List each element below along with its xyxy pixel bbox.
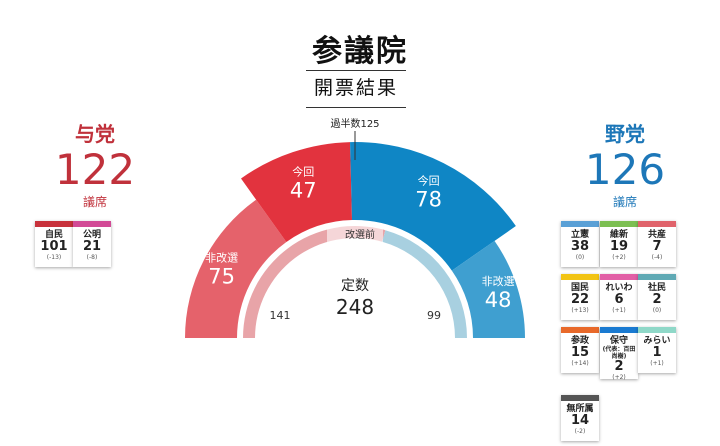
inner-ring-segment-1 (382, 230, 467, 338)
party-name: 保守 (609, 336, 628, 346)
majority-label: 過半数125 (330, 117, 379, 130)
arc-segment-label-1: 今回 (292, 164, 314, 178)
center-label: 定数 (341, 278, 369, 294)
party-color-bar (600, 274, 638, 280)
ruling-bloc-summary: 与党 122 議席 (50, 118, 140, 210)
page-subtitle: 開票結果 (313, 77, 398, 99)
party-name: みらい (643, 336, 671, 346)
page-title: 参議院 (312, 34, 408, 69)
party-seats: 2 (614, 359, 624, 374)
inner-ring-right-value: 99 (427, 309, 441, 322)
inner-ring-label: 改選前 (345, 228, 375, 241)
party-card: 保守 (代表：百田尚樹) 2 (+2) (600, 327, 638, 381)
party-color-bar (638, 221, 676, 227)
party-card: 参政 15 (+14) (561, 327, 599, 373)
center-value: 248 (336, 295, 374, 319)
arc-segment-label-3: 非改選 (482, 274, 515, 288)
party-card: 無所属 14 (-2) (561, 395, 599, 441)
arc-segment-0 (185, 199, 287, 338)
party-color-bar (600, 327, 638, 333)
party-color-bar (600, 221, 638, 227)
arc-segment-2 (350, 142, 516, 271)
party-name: 共産 (647, 230, 666, 240)
party-card: 国民 22 (+13) (561, 274, 599, 320)
ruling-bloc-seats: 122 (54, 145, 136, 194)
party-seats: 6 (614, 292, 624, 307)
opposition-bloc-name: 野党 (605, 122, 645, 146)
party-seats: 22 (570, 292, 590, 307)
party-card: みらい 1 (+1) (638, 327, 676, 373)
party-card: れいわ 6 (+1) (600, 274, 638, 320)
party-change: (+1) (650, 360, 664, 367)
party-seats: 2 (652, 292, 662, 307)
ruling-bloc-unit: 議席 (82, 195, 107, 209)
party-change: (-13) (46, 254, 62, 261)
arc-segment-label-0: 非改選 (205, 250, 238, 264)
party-seats: 101 (40, 239, 68, 254)
party-color-bar (638, 327, 676, 333)
party-color-bar (73, 221, 111, 227)
party-card: 自民 101 (-13) (35, 221, 73, 267)
arc-segment-3 (451, 240, 525, 338)
party-change: (0) (575, 254, 585, 261)
opposition-bloc-unit: 議席 (612, 195, 637, 209)
party-card: 社民 2 (0) (638, 274, 676, 320)
subtitle-box: 開票結果 (306, 70, 406, 108)
arc-segment-1 (241, 142, 353, 243)
party-change: (+1) (612, 307, 626, 314)
party-change: (-8) (86, 254, 98, 261)
party-seats: 21 (82, 239, 102, 254)
party-color-bar (561, 221, 599, 227)
party-card: 公明 21 (-8) (73, 221, 111, 267)
arc-segment-value-1: 47 (290, 178, 317, 202)
party-change: (+2) (612, 254, 626, 261)
party-change: (-2) (574, 428, 586, 435)
party-seats: 19 (609, 239, 629, 254)
opposition-bloc-summary: 野党 126 議席 (570, 118, 680, 210)
arc-segment-value-3: 48 (485, 288, 512, 312)
party-card: 共産 7 (-4) (638, 221, 676, 267)
party-name: 自民 (44, 230, 63, 240)
party-change: (+14) (571, 360, 589, 367)
party-color-bar (561, 274, 599, 280)
party-name: 参政 (570, 336, 589, 346)
party-name: 無所属 (566, 404, 594, 414)
party-color-bar (561, 327, 599, 333)
inner-ring-left-value: 141 (270, 309, 291, 322)
inner-ring-label-bg (327, 226, 383, 242)
party-note: (代表：百田尚樹) (602, 346, 636, 360)
party-name: 維新 (609, 230, 628, 240)
arc-segment-label-2: 今回 (418, 174, 440, 188)
party-name: れいわ (605, 283, 633, 293)
party-color-bar (35, 221, 73, 227)
party-change: (+13) (571, 307, 589, 314)
party-card: 維新 19 (+2) (600, 221, 638, 267)
opposition-bloc-seats: 126 (584, 145, 666, 194)
arc-segment-value-0: 75 (208, 264, 235, 288)
party-name: 社民 (647, 283, 666, 293)
party-color-bar (638, 274, 676, 280)
party-change: (-4) (651, 254, 663, 261)
party-seats: 1 (652, 345, 662, 360)
party-seats: 14 (570, 413, 590, 428)
party-color-bar (561, 395, 599, 401)
party-change: (0) (652, 307, 662, 314)
arc-segment-value-2: 78 (415, 188, 442, 212)
party-change: (+2) (612, 374, 626, 381)
party-seats: 15 (570, 345, 590, 360)
party-card: 立憲 38 (0) (561, 221, 599, 267)
party-seats: 38 (570, 239, 590, 254)
party-name: 立憲 (570, 230, 589, 240)
ruling-bloc-name: 与党 (75, 122, 115, 146)
party-name: 国民 (570, 283, 589, 293)
party-name: 公明 (82, 230, 101, 240)
party-seats: 7 (652, 239, 662, 254)
